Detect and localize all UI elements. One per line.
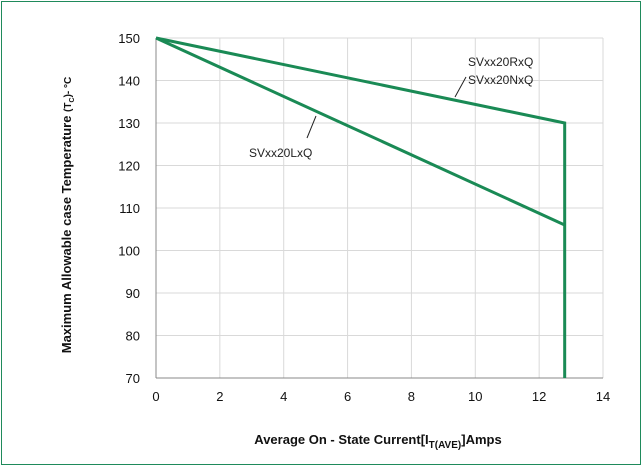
- annotation-leader-lx: [306, 115, 317, 139]
- y-tick-label: 110: [119, 201, 140, 216]
- y-axis-title-main: Maximum Allowable case Temperature: [59, 116, 74, 354]
- axes: [155, 38, 603, 379]
- y-tick-label: 100: [118, 244, 140, 259]
- x-tick-label: 6: [344, 389, 351, 404]
- x-axis-title: Average On - State Current[IT(AVE)]Amps: [254, 432, 501, 451]
- x-axis-title-suffix: ]Amps: [461, 432, 501, 447]
- y-axis-title-unit-suffix: )- °C: [63, 77, 74, 98]
- x-tick-label: 4: [280, 389, 287, 404]
- y-tick-label: 80: [126, 329, 140, 344]
- y-tick-label: 120: [118, 159, 140, 174]
- y-tick-label: 70: [126, 371, 140, 386]
- x-tick-label: 14: [596, 389, 610, 404]
- grid: [156, 37, 604, 378]
- y-tick-label: 150: [118, 31, 140, 46]
- x-tick-label: 8: [408, 389, 415, 404]
- y-axis-title-unit-prefix: (T: [63, 102, 74, 111]
- series: [155, 36, 567, 378]
- labels: 0 2 4 6 8 10 12 14 70 80 90 100 110 120 130 140 150: [118, 31, 610, 404]
- y-axis-title-unit-subscript: C: [69, 97, 76, 102]
- x-tick-label: 2: [216, 389, 223, 404]
- y-axis-title: Maximum Allowable case Temperature (TC)-…: [59, 77, 76, 354]
- annotation-svxx20nxq: SVxx20NxQ: [468, 73, 533, 87]
- annotation-svxx20lxq: SVxx20LxQ: [249, 146, 312, 160]
- y-tick-label: 140: [118, 74, 140, 89]
- x-tick-label: 0: [152, 389, 159, 404]
- y-tick-label: 90: [126, 286, 140, 301]
- x-tick-label: 12: [532, 389, 546, 404]
- x-axis-title-subscript: T(AVE): [429, 440, 462, 451]
- x-axis-title-prefix: Average On - State Current[I: [254, 432, 428, 447]
- series-line-2: [155, 36, 566, 227]
- annotation-leader-rn: [454, 76, 467, 98]
- series-line-1: [155, 36, 567, 378]
- x-tick-label: 10: [468, 389, 482, 404]
- y-tick-label: 130: [118, 116, 140, 131]
- annotation-svxx20rxq: SVxx20RxQ: [468, 55, 533, 69]
